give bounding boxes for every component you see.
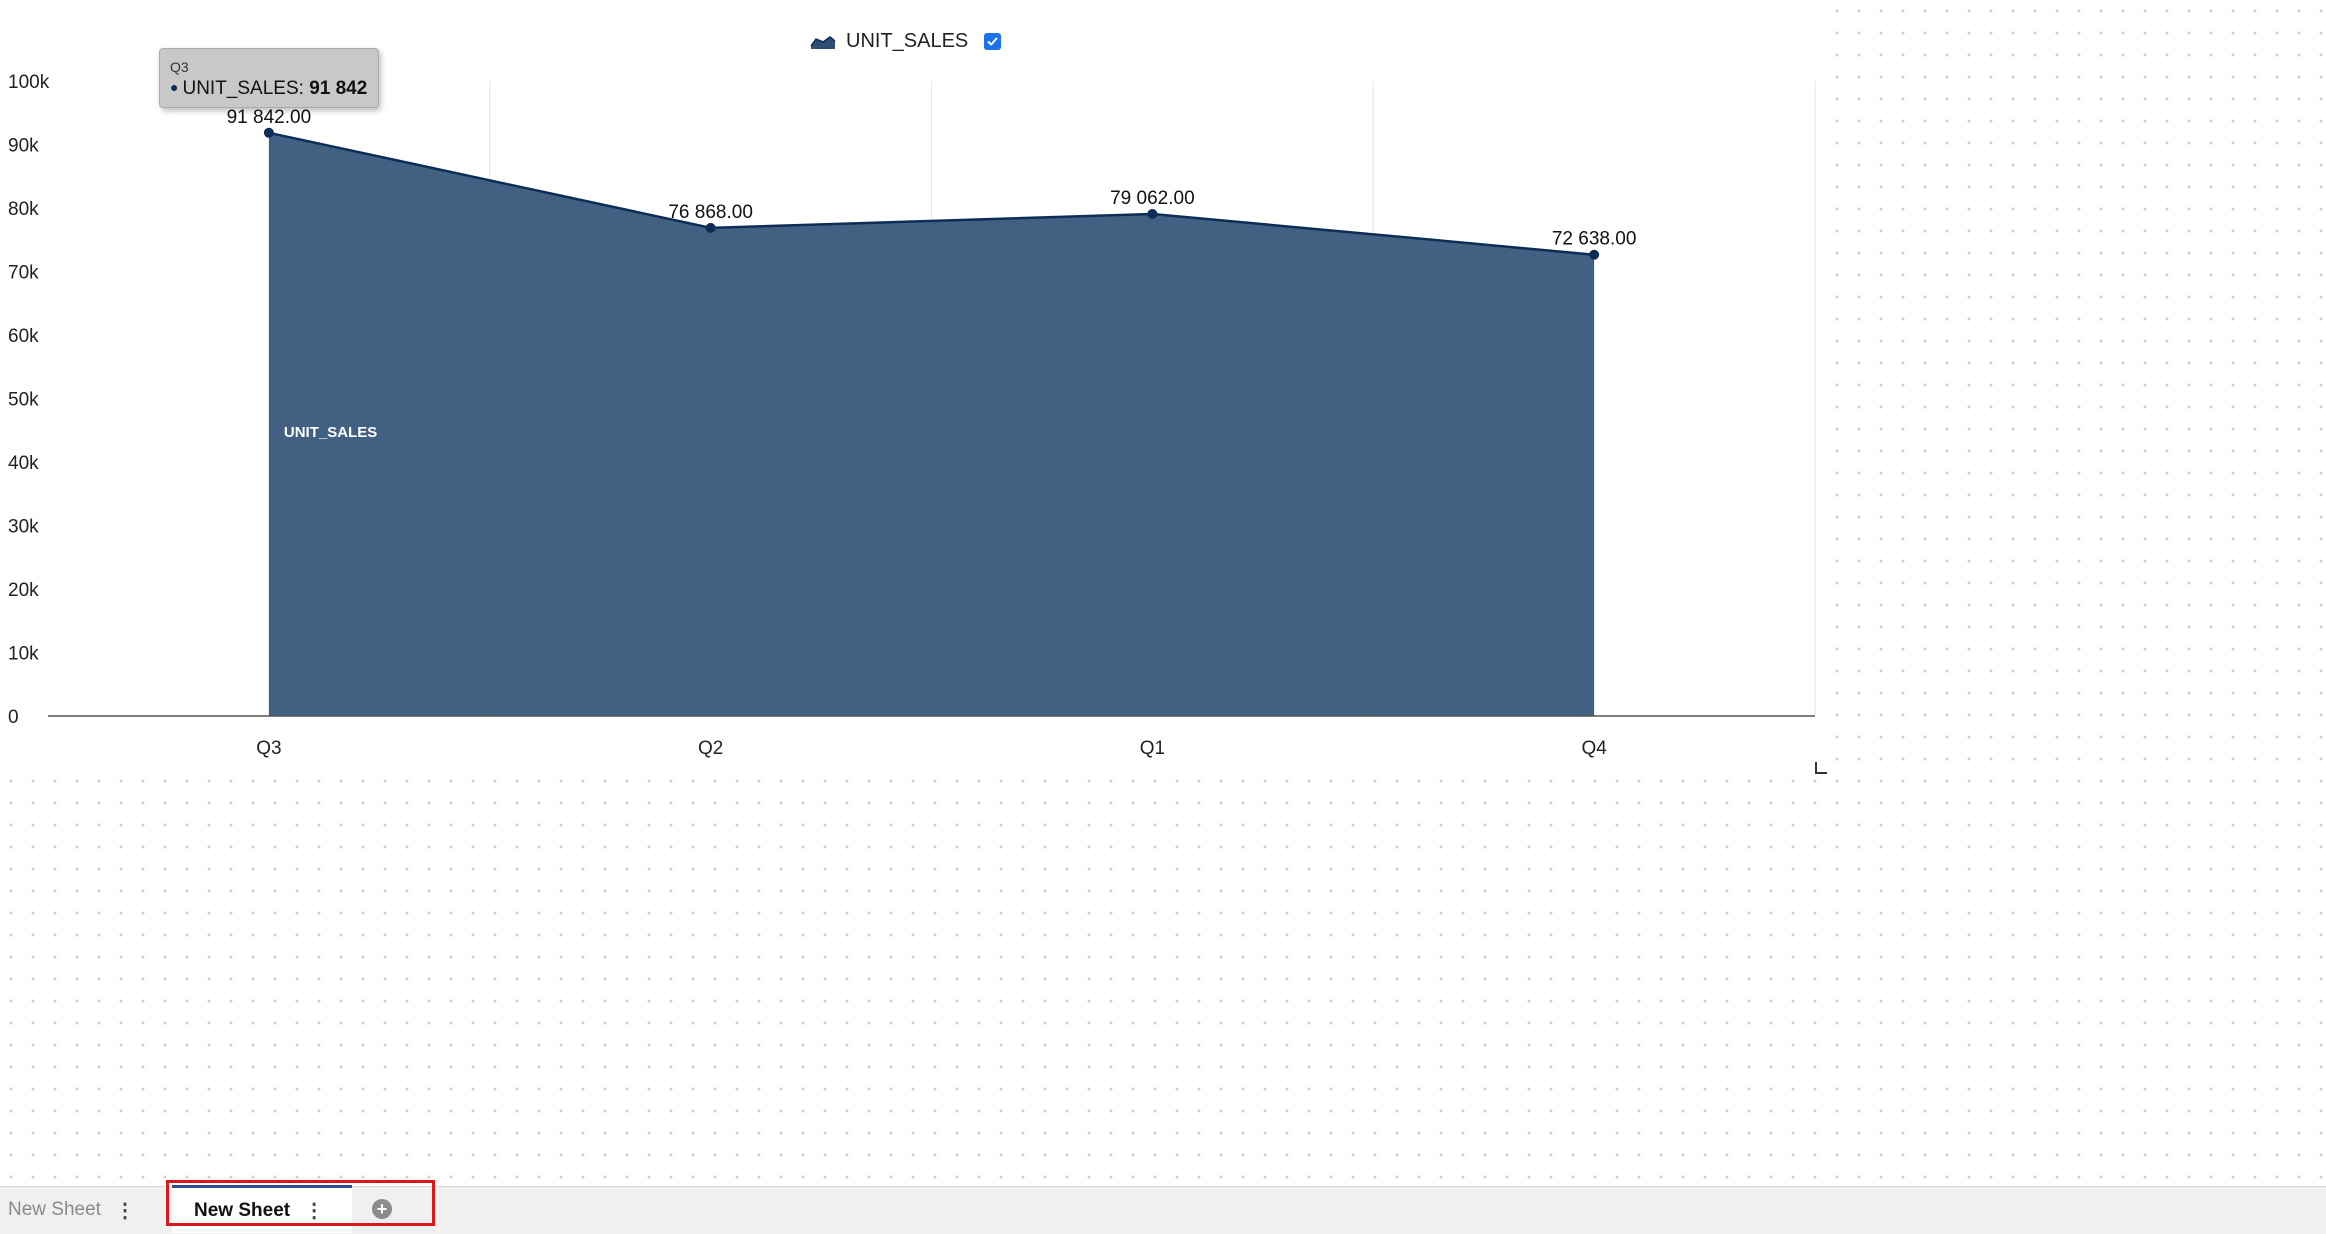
legend-checkbox[interactable] [984,33,1002,50]
y-tick-label: 30k [8,517,39,538]
kebab-menu-icon[interactable]: ⋮ [114,1199,135,1222]
sheet-tab-active[interactable]: New Sheet ⋮ [172,1185,352,1233]
tooltip-row: ● UNIT_SALES: 91 842 [170,78,368,100]
data-label: 76 868.00 [668,202,753,223]
tooltip-value: 91 842 [309,78,368,99]
sheet-tab-label: New Sheet [8,1199,101,1220]
area-series-label: UNIT_SALES [284,424,377,441]
tooltip-series: UNIT_SALES: [182,78,304,99]
data-label: 72 638.00 [1552,229,1637,250]
x-tick-label: Q4 [1581,738,1607,759]
data-point [705,222,716,233]
x-tick-label: Q2 [698,738,723,759]
series-line [268,131,1595,256]
y-tick-label: 60k [8,326,39,347]
sheet-tab[interactable]: New Sheet ⋮ [8,1187,135,1233]
legend-label: UNIT_SALES [846,30,969,52]
x-tick-label: Q3 [256,738,281,759]
chart-tooltip: Q3 ● UNIT_SALES: 91 842 [159,48,379,108]
data-point [1589,249,1600,260]
resize-handle[interactable] [1815,762,1827,774]
y-tick-label: 20k [8,580,39,601]
data-label: 91 842.00 [227,107,312,128]
tooltip-title: Q3 [170,59,189,75]
y-tick-label: 0 [8,707,19,728]
y-tick-label: 50k [8,390,39,411]
y-tick-label: 40k [8,453,39,474]
data-label: 79 062.00 [1110,188,1195,209]
series-area [268,132,1595,717]
chart-widget[interactable]: 0 10k 20k 30k 40k 50k 60k 70k 80k 90k 100k 91 842.0… [0,0,1827,774]
y-tick-label: 100k [8,72,50,93]
sheet-tab-bar: New Sheet ⋮ New Sheet ⋮ + [0,1185,2326,1234]
y-tick-label: 10k [8,644,39,665]
checkmark-icon [987,37,999,46]
y-tick-label: 90k [8,136,39,157]
add-sheet-icon[interactable]: + [372,1199,392,1219]
data-point [1147,208,1158,219]
data-point [263,127,274,138]
area-chart: 0 10k 20k 30k 40k 50k 60k 70k 80k 90k 100k 91 842.0… [8,72,1816,759]
y-tick-label: 80k [8,199,39,220]
y-tick-label: 70k [8,263,39,284]
series-dot-icon: ● [170,79,179,95]
x-tick-label: Q1 [1140,738,1165,759]
chart-legend[interactable]: UNIT_SALES [810,30,1002,53]
sheet-tab-label: New Sheet [194,1199,291,1221]
kebab-menu-icon[interactable]: ⋮ [304,1200,324,1222]
dashboard-canvas: 0 10k 20k 30k 40k 50k 60k 70k 80k 90k 100k 91 842.0… [0,0,2326,1186]
area-series-icon [810,35,836,49]
